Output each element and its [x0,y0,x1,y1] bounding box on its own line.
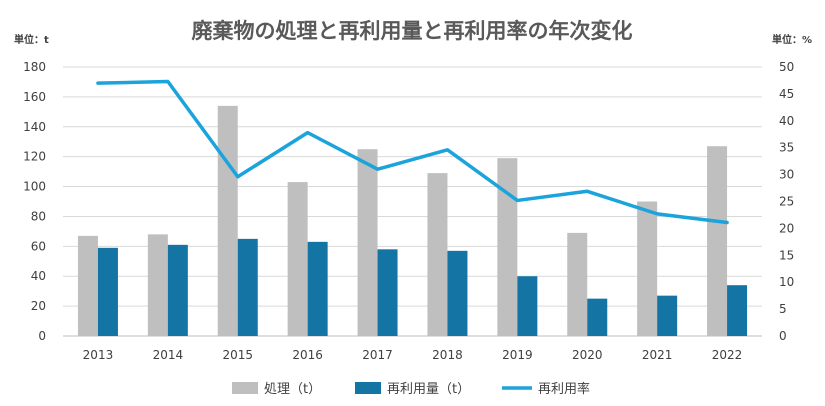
bar-reuse [377,249,398,336]
bars [77,105,748,336]
legend-label: 再利用率 [538,381,590,397]
right-tick-label: 40 [779,114,794,128]
rate-line [96,79,729,225]
rate-point [585,189,589,193]
x-tick-label: 2021 [642,348,673,362]
right-tick-label: 30 [779,168,794,182]
right-tick-label: 50 [779,60,794,74]
bar-reuse [517,276,538,336]
bar-processing [567,232,588,336]
legend-swatch [355,382,381,394]
x-tick-label: 2020 [572,348,603,362]
bar-processing [637,201,658,336]
rate-point [96,81,100,85]
left-tick-label: 40 [31,269,46,283]
right-tick-label: 5 [779,302,787,316]
chart-title: 廃棄物の処理と再利用量と再利用率の年次変化 [192,19,633,43]
rate-line-path [96,79,729,225]
rate-point [445,148,449,152]
x-tick-label: 2013 [83,348,114,362]
bar-processing [287,182,308,336]
bar-processing [427,173,448,336]
left-tick-label: 60 [31,239,46,253]
left-tick-label: 160 [23,90,46,104]
x-tick-label: 2022 [712,348,743,362]
rate-point [166,80,170,84]
right-tick-label: 45 [779,87,794,101]
bar-reuse [307,241,328,336]
rate-point [236,175,240,179]
left-tick-label: 120 [23,150,46,164]
legend-swatch [232,382,258,394]
bar-reuse [727,285,748,336]
x-tick-label: 2015 [222,348,253,362]
left-tick-label: 180 [23,60,46,74]
right-tick-label: 20 [779,221,794,235]
right-axis: 0 5 10 15 20 25 30 35 40 45 50 [779,60,794,343]
right-tick-label: 35 [779,141,794,155]
bar-reuse [447,250,468,336]
left-axis: 0 20 40 60 80 100 120 140 160 180 [23,60,46,343]
rate-point [376,167,380,171]
bar-processing [147,234,168,336]
right-axis-unit: 単位：% [772,33,812,46]
legend: 処理（t） 再利用量（t） 再利用率 [232,381,590,397]
bar-reuse [587,298,608,336]
bar-reuse [97,247,118,336]
bar-processing [217,105,238,336]
rate-point [725,220,729,224]
legend-label: 再利用量（t） [387,382,470,397]
x-tick-label: 2014 [153,348,184,362]
right-tick-label: 15 [779,248,794,262]
x-tick-label: 2018 [432,348,463,362]
left-tick-label: 140 [23,120,46,134]
right-tick-label: 0 [779,329,787,343]
right-tick-label: 10 [779,275,794,289]
rate-point [515,198,519,202]
bar-reuse [237,238,258,336]
bar-reuse [167,244,188,336]
legend-label: 処理（t） [264,382,321,397]
left-tick-label: 100 [23,180,46,194]
rate-point [655,212,659,216]
x-tick-label: 2016 [292,348,323,362]
right-tick-label: 25 [779,195,794,209]
x-tick-label: 2019 [502,348,533,362]
left-axis-unit: 単位：t [14,33,49,46]
x-tick-label: 2017 [362,348,393,362]
bar-processing [707,146,728,336]
x-axis: 2013 2014 2015 2016 2017 2018 2019 2020 2021 2022 [83,348,743,362]
bar-processing [357,149,378,336]
bar-reuse [657,295,678,336]
left-tick-label: 20 [31,299,46,313]
bar-processing [77,235,98,336]
rate-point [306,131,310,135]
left-tick-label: 0 [38,329,46,343]
bar-processing [497,158,518,336]
left-tick-label: 80 [31,209,46,223]
